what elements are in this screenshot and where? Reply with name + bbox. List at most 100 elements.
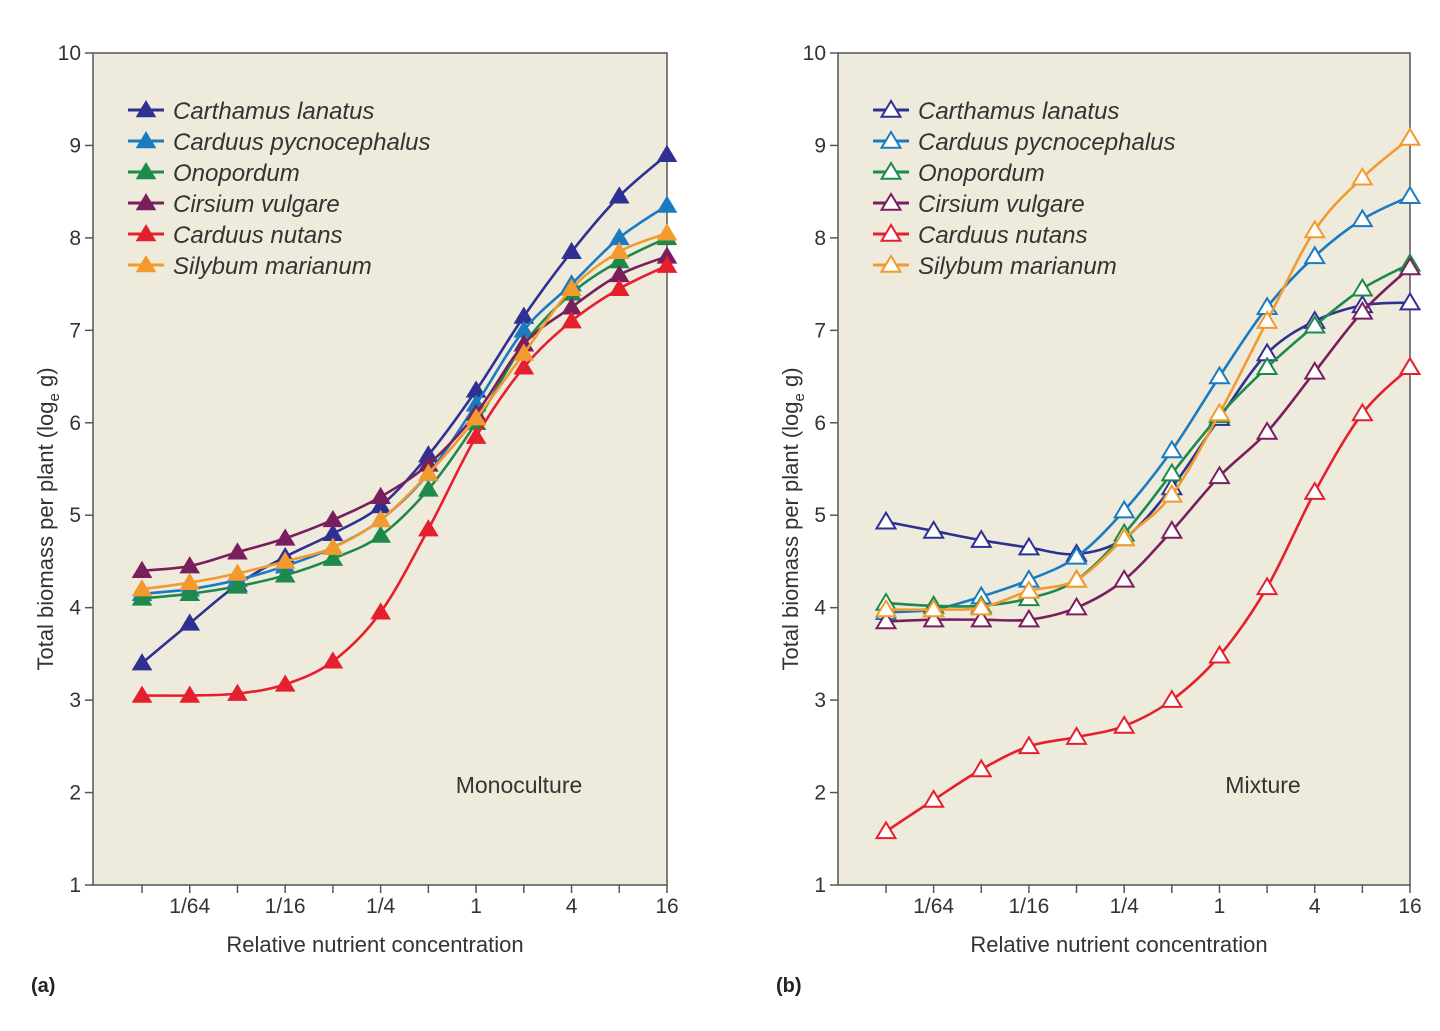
legend: Carthamus lanatus Carduus pycnocephalus On… [128, 98, 431, 280]
x-tick-label: 1 [470, 895, 482, 918]
data-point [970, 529, 993, 548]
legend-label: Carthamus lanatus [173, 98, 374, 125]
data-point [1398, 185, 1422, 205]
data-point [370, 486, 391, 504]
plot-area [92, 52, 668, 886]
data-point [922, 598, 945, 618]
series-cirsium-vulgare [874, 256, 1422, 630]
x-axis-title: Relative nutrient concentration [970, 932, 1267, 957]
y-tick-label: 3 [69, 689, 81, 712]
legend-label: Carthamus lanatus [918, 98, 1119, 125]
data-point [513, 343, 535, 361]
data-point [1255, 310, 1279, 329]
legend-triangle-icon [135, 193, 157, 211]
data-point [274, 551, 296, 569]
y-axis-title-subscript: e [46, 393, 63, 401]
data-point [1351, 166, 1374, 186]
data-point [561, 278, 582, 296]
data-point [1160, 519, 1184, 539]
data-point [1351, 402, 1374, 422]
data-point [970, 596, 993, 616]
data-point [1303, 360, 1326, 380]
x-tick-label: 4 [566, 895, 578, 918]
x-tick-label: 1/64 [913, 895, 954, 918]
legend-label: Silybum marianum [173, 253, 372, 280]
y-axis-title-text: Total biomass per plant (log [778, 402, 803, 671]
y-axis-title-subscript: e [791, 393, 808, 401]
y-tick-label: 6 [814, 412, 826, 435]
data-point [1017, 608, 1041, 628]
data-point [970, 608, 993, 628]
data-point [179, 685, 201, 703]
y-tick-label: 2 [69, 782, 81, 805]
panel-a: 1 2 3 4 5 6 7 8 9 10 1/64 1/16 1/4 1 4 16 Relative nutri… [31, 42, 679, 997]
data-point [370, 602, 391, 620]
legend-triangle-icon [135, 131, 157, 149]
y-tick-label: 7 [814, 319, 826, 342]
data-point [274, 528, 296, 546]
data-point [465, 408, 487, 426]
data-point [274, 565, 296, 583]
data-point [179, 583, 201, 602]
legend-triangle-icon [135, 100, 157, 118]
legend-label: Carduus nutans [918, 222, 1087, 249]
y-tick-label: 2 [814, 782, 826, 805]
data-point [874, 820, 898, 840]
data-point [274, 674, 296, 692]
data-point [1303, 481, 1326, 500]
data-point [131, 579, 153, 597]
y-tick-label: 8 [814, 227, 826, 250]
data-point [874, 610, 898, 630]
data-point [1398, 356, 1422, 376]
y-tick-label: 3 [814, 689, 826, 712]
data-point [1065, 568, 1088, 588]
data-point [656, 255, 678, 273]
data-point [131, 653, 153, 671]
legend-triangle-icon [879, 223, 903, 242]
data-point [227, 576, 248, 594]
data-point [922, 519, 945, 539]
legend-triangle-icon [879, 99, 903, 118]
data-point [322, 651, 344, 669]
data-point [922, 608, 945, 628]
data-point [227, 542, 248, 560]
series-silybum-marianum [131, 223, 678, 597]
data-point [874, 510, 898, 530]
legend-triangle-icon [879, 161, 903, 180]
series-silybum-marianum [874, 127, 1422, 618]
data-point [1351, 277, 1374, 297]
data-point [1160, 439, 1184, 459]
data-point [561, 241, 582, 260]
y-tick-label: 8 [69, 227, 81, 250]
legend-triangle-icon [879, 254, 903, 273]
x-axis-title: Relative nutrient concentration [226, 932, 523, 957]
x-tick-label: 1/4 [366, 895, 396, 918]
data-point [561, 311, 582, 329]
data-point [1398, 256, 1422, 276]
y-tick-label: 9 [814, 134, 826, 157]
legend-label: Carduus pycnocephalus [918, 129, 1176, 156]
legend: Carthamus lanatus Carduus pycnocephalus On… [873, 98, 1176, 280]
y-axis-title: Total biomass per plant (loge g) [778, 367, 808, 670]
y-tick-label: 6 [69, 412, 81, 435]
data-point [656, 195, 678, 213]
data-point [418, 479, 439, 497]
data-point [322, 537, 344, 555]
y-axis-title-text: g) [778, 367, 803, 393]
data-point [1255, 421, 1279, 440]
y-tick-label: 1 [69, 874, 81, 897]
data-point [1303, 245, 1326, 265]
y-tick-label: 10 [58, 42, 81, 65]
series-carduus-nutans [874, 356, 1422, 840]
legend-triangle-icon [135, 162, 157, 180]
data-point [608, 241, 630, 260]
x-tick-label: 1/64 [169, 895, 210, 918]
y-tick-label: 5 [69, 504, 81, 527]
data-point [1208, 365, 1231, 385]
data-point [1255, 356, 1279, 376]
data-point [1208, 644, 1231, 664]
legend-label: Carduus nutans [173, 222, 342, 249]
data-point [1208, 402, 1231, 422]
data-point [1351, 208, 1374, 228]
